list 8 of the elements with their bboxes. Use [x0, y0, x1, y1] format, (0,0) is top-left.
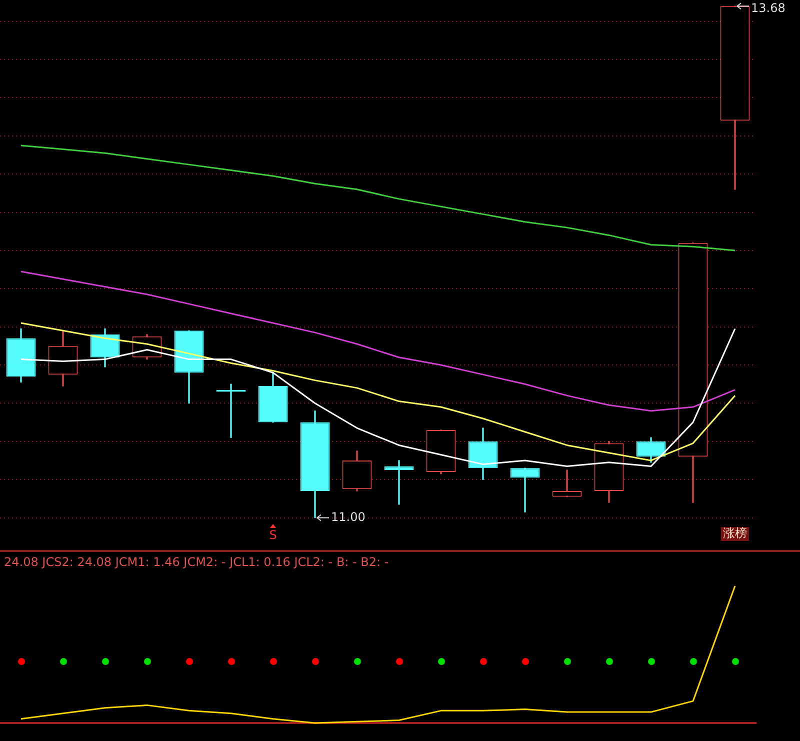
text: S	[269, 528, 277, 542]
candlestick	[384, 460, 414, 505]
candlestick	[552, 470, 582, 498]
candlestick	[510, 468, 540, 512]
chart-title: 24.08 JCS2: 24.08 JCM1: 1.46 JCM2: - JCL1: 0.16 JCL2: - B: - B2: -	[3, 554, 390, 571]
annotation: 11.00	[331, 510, 366, 524]
text: 涨榜	[723, 526, 747, 540]
annotation: 13.68	[751, 1, 786, 16]
